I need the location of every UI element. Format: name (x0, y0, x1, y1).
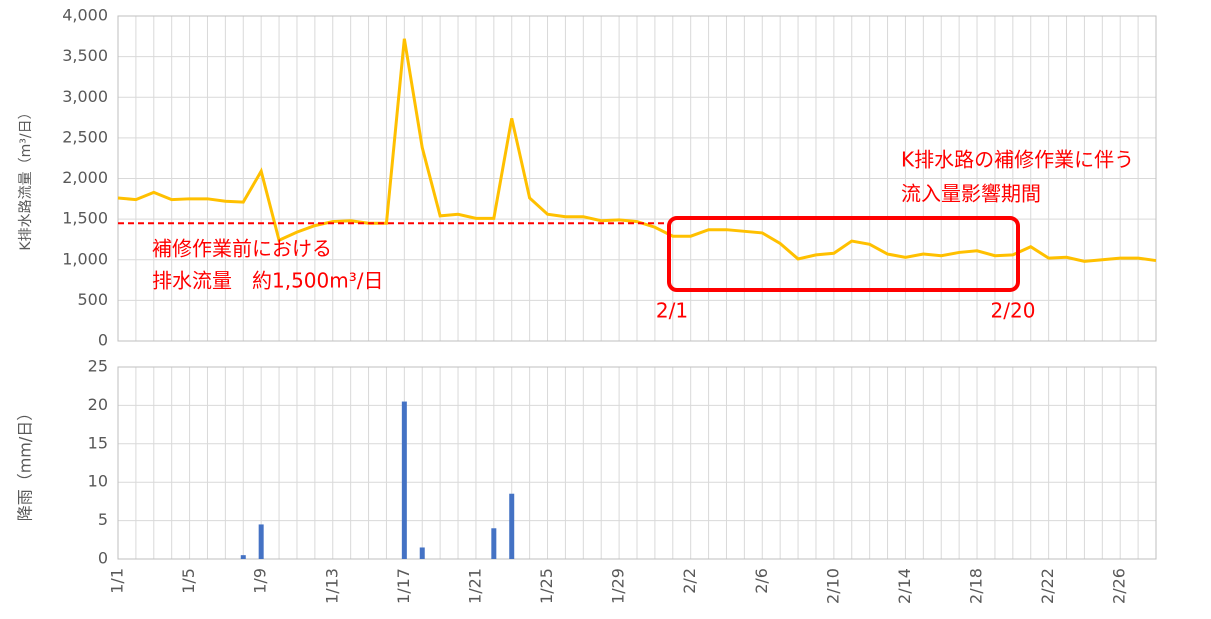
line-series (117, 38, 1157, 263)
bar (401, 401, 407, 559)
x-tick-label: 2/18 (967, 568, 986, 604)
x-tick-label: 1/29 (609, 568, 628, 604)
x-tick-label: 2/10 (823, 568, 842, 604)
x-tick-label: 2/26 (1110, 568, 1129, 604)
bar (419, 547, 425, 559)
annotation: 排水流量 約1,500m³/日 (152, 269, 384, 293)
y-tick-label: 1,500 (62, 209, 108, 228)
y-tick-label: 25 (88, 357, 108, 376)
x-tick-label: 1/1 (108, 568, 127, 594)
y-tick-label: 0 (98, 549, 108, 568)
y-tick-label: 10 (88, 472, 108, 491)
plot-frame (117, 15, 1157, 342)
bar (258, 524, 264, 559)
y-axis-label: K排水路流量（m³/日） (18, 105, 34, 250)
y-tick-label: 3,000 (62, 87, 108, 106)
annotation: 補修作業前における (152, 237, 332, 261)
x-tick-label: 1/5 (179, 568, 198, 594)
annotation: 2/20 (991, 299, 1036, 323)
bar (240, 555, 246, 559)
y-tick-label: 20 (88, 395, 108, 414)
bar (509, 493, 515, 559)
y-tick-label: 3,500 (62, 46, 108, 65)
x-tick-label: 1/25 (537, 568, 556, 604)
x-tick-label: 1/21 (465, 568, 484, 604)
x-tick-label: 2/2 (680, 568, 699, 594)
x-tick-label: 1/13 (322, 568, 341, 604)
highlight-box (667, 216, 1020, 292)
bar (491, 528, 497, 559)
annotation: 流入量影響期間 (901, 182, 1041, 206)
x-tick-label: 2/22 (1038, 568, 1057, 604)
x-tick-label: 1/17 (394, 568, 413, 604)
y-tick-label: 1,000 (62, 249, 108, 268)
annotation: 2/1 (656, 299, 688, 323)
plot-frame (117, 366, 1157, 560)
y-tick-label: 15 (88, 433, 108, 452)
y-tick-label: 500 (77, 290, 108, 309)
y-tick-label: 5 (98, 510, 108, 529)
y-tick-label: 2,500 (62, 127, 108, 146)
y-tick-label: 2,000 (62, 168, 108, 187)
annotation: K排水路の補修作業に伴う (901, 148, 1134, 172)
y-axis-label: 降雨（mm/日） (16, 405, 35, 522)
x-tick-label: 1/9 (251, 568, 270, 594)
x-tick-label: 2/6 (752, 568, 771, 594)
x-tick-label: 2/14 (895, 568, 914, 604)
y-tick-label: 0 (98, 331, 108, 350)
y-tick-label: 4,000 (62, 6, 108, 25)
